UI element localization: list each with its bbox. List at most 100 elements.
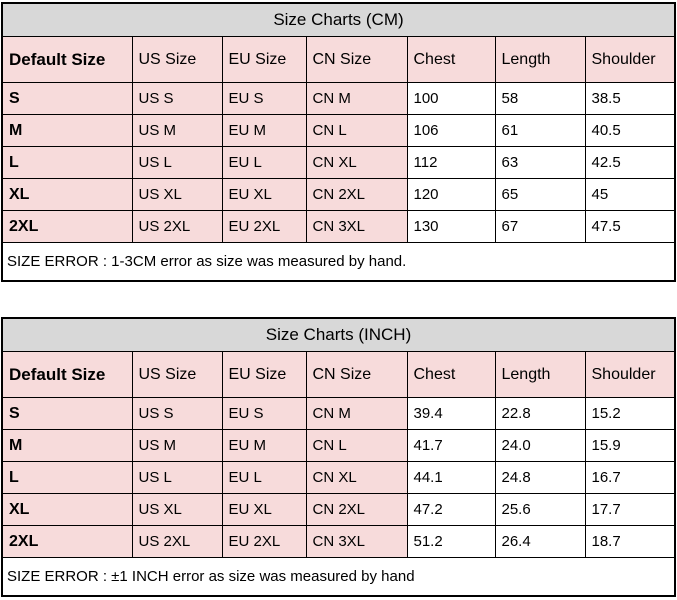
table-row-l: L US L EU L CN XL 44.1 24.8 16.7 — [1, 461, 676, 494]
cell-eu-size: EU 2XL — [221, 210, 307, 243]
cell-shoulder: 18.7 — [584, 525, 676, 558]
column-header-chest: Chest — [406, 351, 496, 398]
cell-chest: 106 — [406, 114, 496, 147]
cell-chest: 51.2 — [406, 525, 496, 558]
cell-chest: 100 — [406, 82, 496, 115]
cell-cn-size: CN XL — [305, 146, 408, 179]
size-error-note-cm: SIZE ERROR : 1-3CM error as size was mea… — [1, 242, 676, 282]
cell-chest: 112 — [406, 146, 496, 179]
cell-default-size: XL — [1, 178, 133, 211]
cell-us-size: US 2XL — [131, 210, 223, 243]
cell-cn-size: CN 2XL — [305, 178, 408, 211]
column-header-eu-size: EU Size — [221, 36, 307, 83]
cell-cn-size: CN 3XL — [305, 210, 408, 243]
cell-shoulder: 15.9 — [584, 429, 676, 462]
cell-length: 25.6 — [494, 493, 586, 526]
cell-us-size: US L — [131, 461, 223, 494]
cell-cn-size: CN L — [305, 429, 408, 462]
cell-chest: 41.7 — [406, 429, 496, 462]
cell-eu-size: EU S — [221, 82, 307, 115]
cell-length: 67 — [494, 210, 586, 243]
table-gap — [0, 282, 677, 317]
cell-default-size: L — [1, 146, 133, 179]
column-header-shoulder: Shoulder — [584, 351, 676, 398]
table-row-2xl: 2XL US 2XL EU 2XL CN 3XL 51.2 26.4 18.7 — [1, 525, 676, 558]
cell-us-size: US XL — [131, 493, 223, 526]
cell-default-size: S — [1, 397, 133, 430]
cell-eu-size: EU XL — [221, 493, 307, 526]
column-header-us-size: US Size — [131, 351, 223, 398]
cell-cn-size: CN M — [305, 82, 408, 115]
cell-eu-size: EU XL — [221, 178, 307, 211]
cell-default-size: M — [1, 429, 133, 462]
column-header-us-size: US Size — [131, 36, 223, 83]
cell-eu-size: EU M — [221, 114, 307, 147]
cell-length: 24.0 — [494, 429, 586, 462]
cell-cn-size: CN M — [305, 397, 408, 430]
column-header-shoulder: Shoulder — [584, 36, 676, 83]
cell-length: 61 — [494, 114, 586, 147]
cell-chest: 130 — [406, 210, 496, 243]
cell-chest: 120 — [406, 178, 496, 211]
cell-cn-size: CN 2XL — [305, 493, 408, 526]
table-header-row: Default Size US Size EU Size CN Size Che… — [1, 36, 676, 83]
cell-eu-size: EU S — [221, 397, 307, 430]
table-row-s: S US S EU S CN M 100 58 38.5 — [1, 82, 676, 115]
table-row-xl: XL US XL EU XL CN 2XL 47.2 25.6 17.7 — [1, 493, 676, 526]
table-row-2xl: 2XL US 2XL EU 2XL CN 3XL 130 67 47.5 — [1, 210, 676, 243]
cell-length: 65 — [494, 178, 586, 211]
table-row-s: S US S EU S CN M 39.4 22.8 15.2 — [1, 397, 676, 430]
size-chart-cm-table: Size Charts (CM) Default Size US Size EU… — [1, 2, 676, 282]
cell-length: 58 — [494, 82, 586, 115]
size-chart-inch-table: Size Charts (INCH) Default Size US Size … — [1, 317, 676, 597]
cell-cn-size: CN 3XL — [305, 525, 408, 558]
cell-chest: 39.4 — [406, 397, 496, 430]
cell-length: 24.8 — [494, 461, 586, 494]
size-error-note-inch: SIZE ERROR : ±1 INCH error as size was m… — [1, 557, 676, 597]
cell-us-size: US 2XL — [131, 525, 223, 558]
column-header-chest: Chest — [406, 36, 496, 83]
column-header-length: Length — [494, 351, 586, 398]
cell-us-size: US M — [131, 114, 223, 147]
cell-chest: 44.1 — [406, 461, 496, 494]
cell-default-size: S — [1, 82, 133, 115]
column-header-default-size: Default Size — [1, 36, 133, 83]
cell-default-size: 2XL — [1, 210, 133, 243]
cell-default-size: M — [1, 114, 133, 147]
cell-default-size: 2XL — [1, 525, 133, 558]
cell-eu-size: EU M — [221, 429, 307, 462]
table-title-cm: Size Charts (CM) — [1, 2, 676, 37]
cell-shoulder: 17.7 — [584, 493, 676, 526]
cell-us-size: US L — [131, 146, 223, 179]
table-note-row: SIZE ERROR : ±1 INCH error as size was m… — [1, 557, 676, 597]
cell-default-size: XL — [1, 493, 133, 526]
table-note-row: SIZE ERROR : 1-3CM error as size was mea… — [1, 242, 676, 282]
cell-us-size: US XL — [131, 178, 223, 211]
cell-length: 63 — [494, 146, 586, 179]
cell-us-size: US S — [131, 82, 223, 115]
cell-shoulder: 45 — [584, 178, 676, 211]
cell-length: 22.8 — [494, 397, 586, 430]
column-header-cn-size: CN Size — [305, 36, 408, 83]
table-title-row: Size Charts (CM) — [1, 2, 676, 37]
cell-length: 26.4 — [494, 525, 586, 558]
cell-shoulder: 47.5 — [584, 210, 676, 243]
cell-shoulder: 15.2 — [584, 397, 676, 430]
column-header-eu-size: EU Size — [221, 351, 307, 398]
cell-cn-size: CN L — [305, 114, 408, 147]
cell-eu-size: EU L — [221, 461, 307, 494]
column-header-length: Length — [494, 36, 586, 83]
table-title-inch: Size Charts (INCH) — [1, 317, 676, 352]
cell-chest: 47.2 — [406, 493, 496, 526]
cell-eu-size: EU L — [221, 146, 307, 179]
cell-default-size: L — [1, 461, 133, 494]
column-header-default-size: Default Size — [1, 351, 133, 398]
cell-shoulder: 16.7 — [584, 461, 676, 494]
cell-us-size: US S — [131, 397, 223, 430]
cell-shoulder: 42.5 — [584, 146, 676, 179]
table-row-m: M US M EU M CN L 41.7 24.0 15.9 — [1, 429, 676, 462]
cell-shoulder: 40.5 — [584, 114, 676, 147]
cell-us-size: US M — [131, 429, 223, 462]
table-title-row: Size Charts (INCH) — [1, 317, 676, 352]
